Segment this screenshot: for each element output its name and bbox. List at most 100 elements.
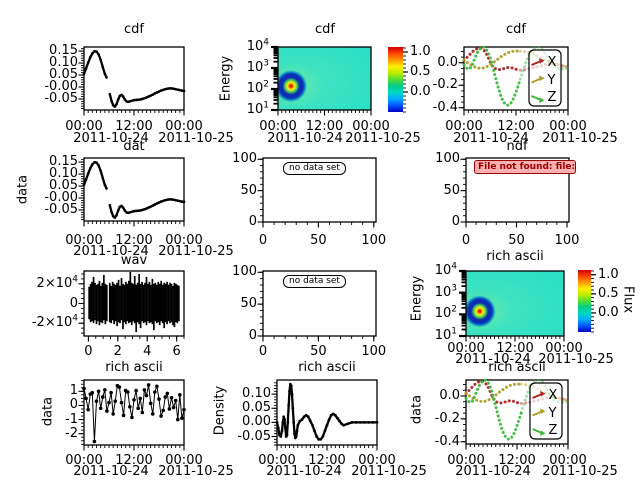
tick-label: 2011-10-24: [73, 131, 149, 146]
spectrogram-image: [466, 271, 564, 336]
tick-label: 12:00: [498, 453, 536, 468]
panel-p8-plot-area[interactable]: [263, 271, 376, 336]
tick-label: 50: [443, 182, 460, 198]
tick-label: X: [547, 55, 557, 70]
tick-label: 0.05: [49, 178, 78, 194]
tick-label: 103: [246, 58, 269, 75]
tick-label: 2011-10-25: [542, 131, 618, 146]
tick-label: 00:00: [65, 233, 103, 248]
tick-label: 0: [258, 344, 268, 359]
tick-label: -0.4: [434, 433, 460, 449]
panel-p6-plot-area[interactable]: [466, 158, 569, 222]
tick-label: 2011-10-24: [73, 244, 149, 259]
colorbar-label: Flux: [620, 285, 636, 314]
tick-label: 12:00: [305, 119, 344, 134]
tick-label: -0.05: [237, 428, 271, 444]
tick-label: 0.15: [49, 43, 78, 59]
tick-label: -0.2: [434, 410, 460, 426]
panel-p2-plot-area[interactable]: [278, 47, 371, 110]
tick-label: 00:00: [445, 119, 483, 134]
tick-label: 00:00: [65, 453, 103, 468]
tick-label: 2011-10-24: [266, 464, 342, 479]
tick-label: 00:00: [165, 233, 203, 248]
tick-label: 2011-10-24: [73, 464, 149, 479]
plot-title: dat: [123, 139, 145, 154]
tick-label: 102: [246, 79, 269, 96]
tick-label: 4: [143, 344, 152, 359]
panel-p9-plot-area[interactable]: [466, 271, 564, 336]
tick-label: 0: [84, 344, 93, 359]
plot-title: rich ascii: [488, 360, 546, 375]
tick-label: 101: [434, 326, 457, 343]
tick-label: 0: [258, 233, 268, 248]
tick-label: 0.15: [49, 154, 78, 170]
tick-label: 0: [248, 214, 257, 229]
tick-label: 2011-10-24: [455, 464, 531, 479]
tick-label: 2011-10-25: [158, 464, 234, 479]
plot-title: ndf: [506, 139, 528, 154]
tick-label: 0.05: [49, 67, 78, 83]
tick-label: -0.05: [44, 90, 78, 106]
tick-label: 0.5: [410, 64, 431, 79]
colorbar: [388, 47, 403, 112]
tick-label: 00:00: [358, 453, 396, 468]
panel-p1-plot-area[interactable]: [84, 47, 184, 110]
tick-label: -0.4: [432, 99, 458, 115]
panel-p12-plot-area[interactable]: [466, 380, 568, 444]
tick-label: 00:00: [259, 119, 297, 134]
tick-label: 12:00: [115, 233, 153, 248]
panel-p3-plot-area[interactable]: [464, 47, 568, 110]
tick-label: 0.0: [439, 388, 460, 403]
tick-label: 100: [361, 344, 387, 359]
tick-label: 00:00: [165, 119, 203, 134]
tick-label: 2011-10-24: [455, 352, 531, 367]
colorbar: [578, 270, 591, 332]
tick-label: -2×104: [31, 313, 78, 331]
plot-title: rich ascii: [298, 360, 356, 375]
plot-title: rich ascii: [105, 360, 163, 375]
plot-title: rich ascii: [486, 249, 544, 264]
tick-label: 12:00: [497, 119, 535, 134]
tick-label: 0: [69, 397, 78, 413]
plot-title: wav: [120, 253, 148, 268]
tick-label: 00:00: [549, 453, 587, 468]
tick-label: 00:00: [549, 119, 587, 134]
panel-p5-plot-area[interactable]: [263, 158, 376, 222]
tick-label: 2011-10-25: [345, 131, 421, 146]
tick-label: -0.2: [432, 77, 458, 93]
tick-label: 00:00: [447, 341, 485, 356]
tick-label: Z: [547, 90, 557, 105]
panel-p10-plot-area[interactable]: [84, 380, 184, 445]
error-badge: File not found: file:///v: [474, 160, 576, 174]
tick-label: 0.0: [598, 304, 619, 320]
tick-label: 50: [310, 233, 327, 248]
tick-label: 2: [113, 344, 122, 359]
plot-title: cdf: [506, 22, 526, 37]
tick-label: 100: [361, 233, 387, 248]
tick-label: 12:00: [115, 453, 153, 468]
plot-title: cdf: [124, 22, 144, 37]
tick-label: 100: [232, 151, 257, 167]
tick-label: 50: [240, 296, 257, 312]
tick-label: 00:00: [447, 453, 485, 468]
tick-label: 2011-10-25: [542, 464, 618, 479]
tick-label: 6: [172, 344, 181, 359]
tick-label: 50: [240, 182, 257, 198]
tick-label: -0.05: [44, 201, 78, 217]
tick-label: Y: [547, 72, 556, 88]
tick-label: 0.5: [598, 285, 619, 301]
panel-p7-plot-area[interactable]: [84, 271, 184, 336]
tick-label: 2×104: [36, 274, 78, 291]
tick-label: 2011-10-24: [267, 131, 343, 146]
tick-label: 12:00: [308, 453, 346, 468]
tick-label: -1: [65, 411, 78, 427]
panel-p4-plot-area[interactable]: [84, 158, 184, 221]
tick-label: 0: [248, 328, 257, 343]
panel-p11-plot-area[interactable]: [277, 380, 377, 445]
plot-title: cdf: [315, 22, 335, 37]
tick-label: 0.00: [242, 414, 271, 430]
tick-label: -0.00: [44, 190, 78, 205]
tick-label: 104: [434, 261, 457, 278]
tick-label: 0: [69, 295, 78, 311]
